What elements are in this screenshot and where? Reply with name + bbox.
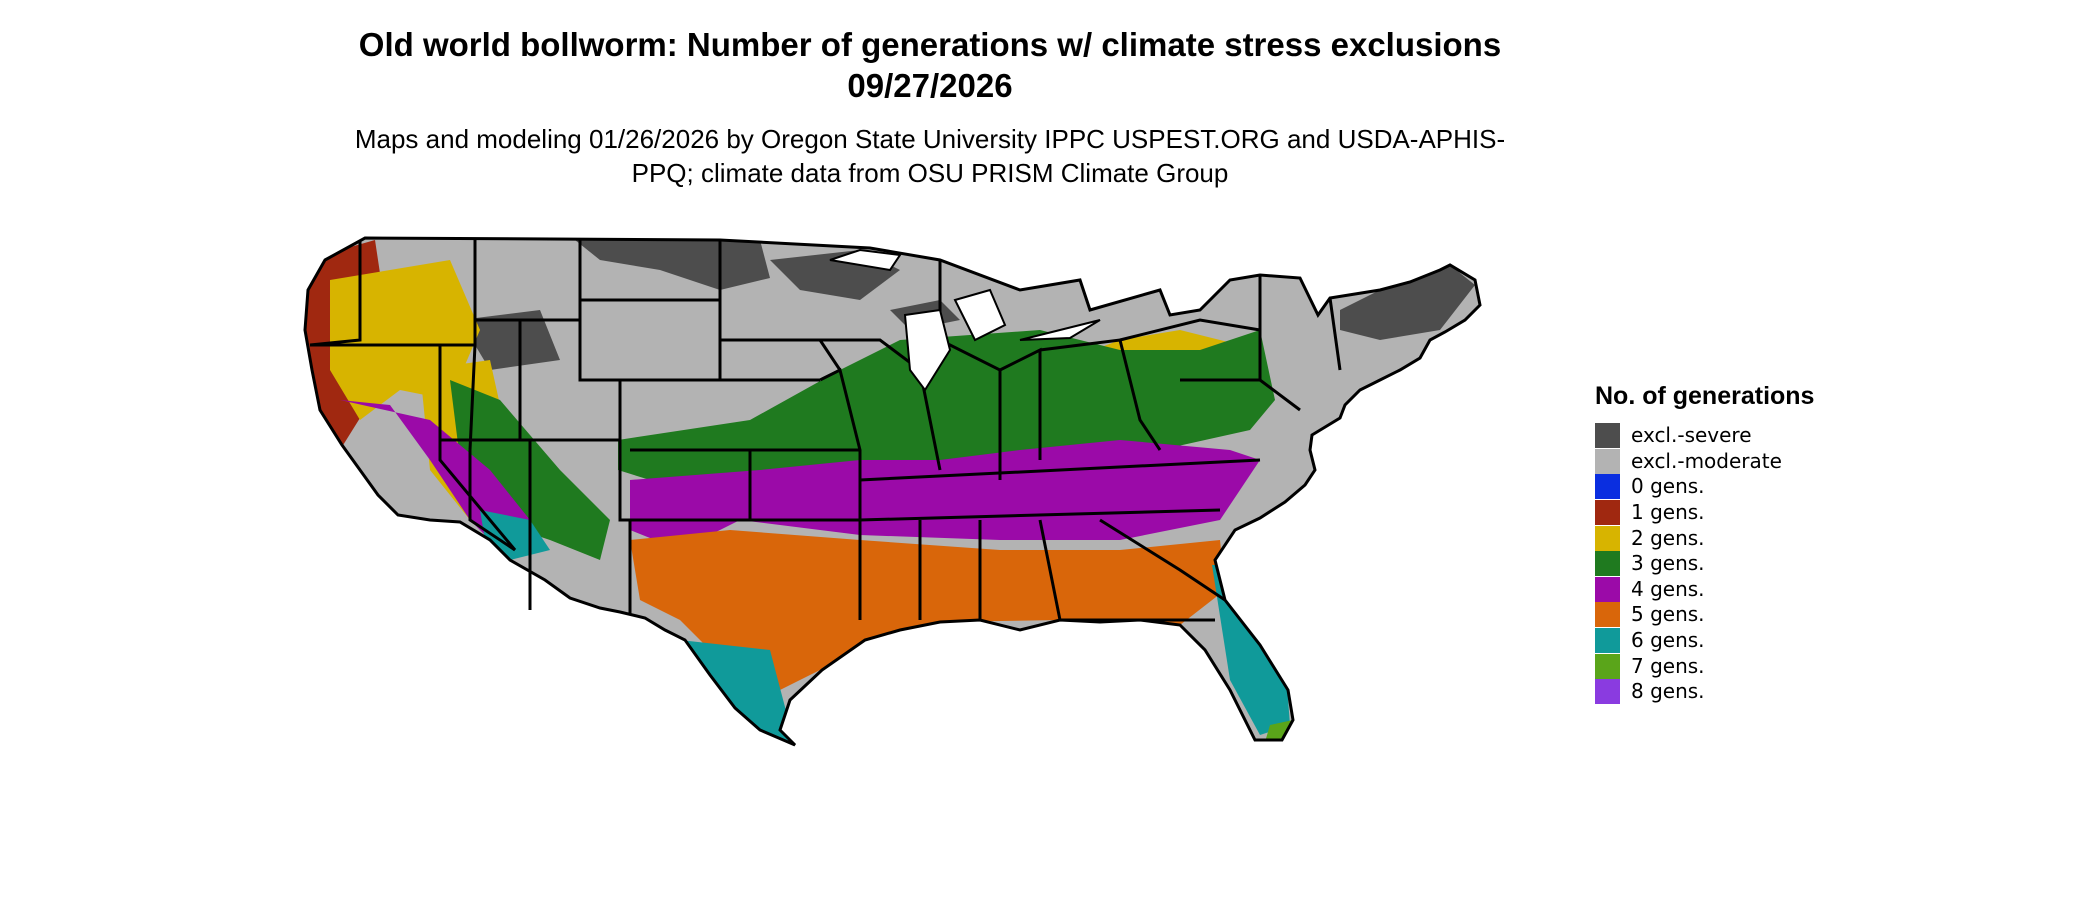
border-georgia-west <box>1038 519 1062 621</box>
map-subtitle: Maps and modeling 01/26/2026 by Oregon S… <box>354 124 1506 188</box>
border-washington-idaho <box>309 240 362 347</box>
legend-item: 4 gens. <box>1595 576 1915 603</box>
legend-swatch <box>1595 423 1620 449</box>
legend-swatch <box>1595 474 1620 500</box>
border-illinois-west <box>820 338 942 471</box>
great-lakes <box>829 248 1101 392</box>
border-california-nevada <box>438 345 517 551</box>
lake-superior <box>829 248 902 272</box>
legend-item: 1 gens. <box>1595 500 1915 526</box>
border-south-carolina <box>1099 518 1226 602</box>
legend-label: excl.-severe <box>1631 423 1752 448</box>
border-colorado-east <box>618 380 750 522</box>
border-idaho-montana <box>468 240 477 451</box>
border-maryland <box>1180 378 1301 412</box>
legend-label: 3 gens. <box>1631 551 1705 576</box>
legend-label: 5 gens. <box>1631 602 1705 627</box>
border-tennessee-south <box>859 508 1221 522</box>
border-ohio-east <box>1039 338 1162 451</box>
legend-label: excl.-moderate <box>1631 448 1782 473</box>
region-6-gen-south-texas <box>680 640 795 745</box>
region-excl-severe-maine <box>1340 265 1475 340</box>
legend-item: 2 gens. <box>1595 525 1915 551</box>
legend-item: excl.-severe <box>1595 423 1915 449</box>
legend-label: 6 gens. <box>1631 628 1705 653</box>
region-5-gen-gulf-coast <box>630 530 1225 690</box>
border-tennessee-north <box>859 458 1261 482</box>
legend-item: 7 gens. <box>1595 653 1915 679</box>
lake-michigan <box>903 308 952 392</box>
legend-label: 1 gens. <box>1631 500 1705 525</box>
legend-item: 8 gens. <box>1595 679 1915 705</box>
legend-swatch <box>1595 576 1620 602</box>
lake-huron <box>953 288 1007 342</box>
map-title: Old world bollworm: Number of generation… <box>358 26 1502 104</box>
us-generations-map <box>303 236 1482 747</box>
region-excl-severe-wyoming <box>460 310 560 370</box>
legend-swatch <box>1595 679 1620 705</box>
legend-swatch <box>1595 500 1620 526</box>
legend-label: 7 gens. <box>1631 653 1705 678</box>
legend-items: excl.-severe excl.-moderate 0 gens. 1 gens.… <box>1595 423 1915 705</box>
legend-label: 8 gens. <box>1631 679 1705 704</box>
legend-swatch <box>1595 653 1620 679</box>
legend-swatch <box>1595 525 1620 551</box>
legend-title: No. of generations <box>1595 382 1815 410</box>
border-new-hampshire <box>1328 297 1342 371</box>
legend-item: 3 gens. <box>1595 551 1915 577</box>
border-missouri-west <box>819 367 862 520</box>
map-legend: No. of generations excl.-severe excl.-mod… <box>1595 382 1915 705</box>
state-borders <box>303 236 1482 747</box>
legend-swatch <box>1595 448 1620 474</box>
legend-item: 5 gens. <box>1595 602 1915 628</box>
border-wisconsin-illinois <box>938 260 1002 480</box>
lake-erie <box>1019 319 1101 341</box>
border-nevada-arizona <box>468 450 516 552</box>
legend-item: 0 gens. <box>1595 474 1915 500</box>
legend-label: 4 gens. <box>1631 576 1705 601</box>
legend-swatch <box>1595 602 1620 628</box>
legend-swatch <box>1595 551 1620 577</box>
legend-item: 6 gens. <box>1595 628 1915 654</box>
legend-swatch <box>1595 628 1620 654</box>
border-pennsylvania-new-york <box>1119 318 1261 342</box>
legend-label: 2 gens. <box>1631 525 1705 550</box>
legend-item: excl.-moderate <box>1595 448 1915 475</box>
legend-label: 0 gens. <box>1631 474 1705 499</box>
generations-raster <box>305 238 1480 745</box>
us-outline <box>303 236 1482 747</box>
